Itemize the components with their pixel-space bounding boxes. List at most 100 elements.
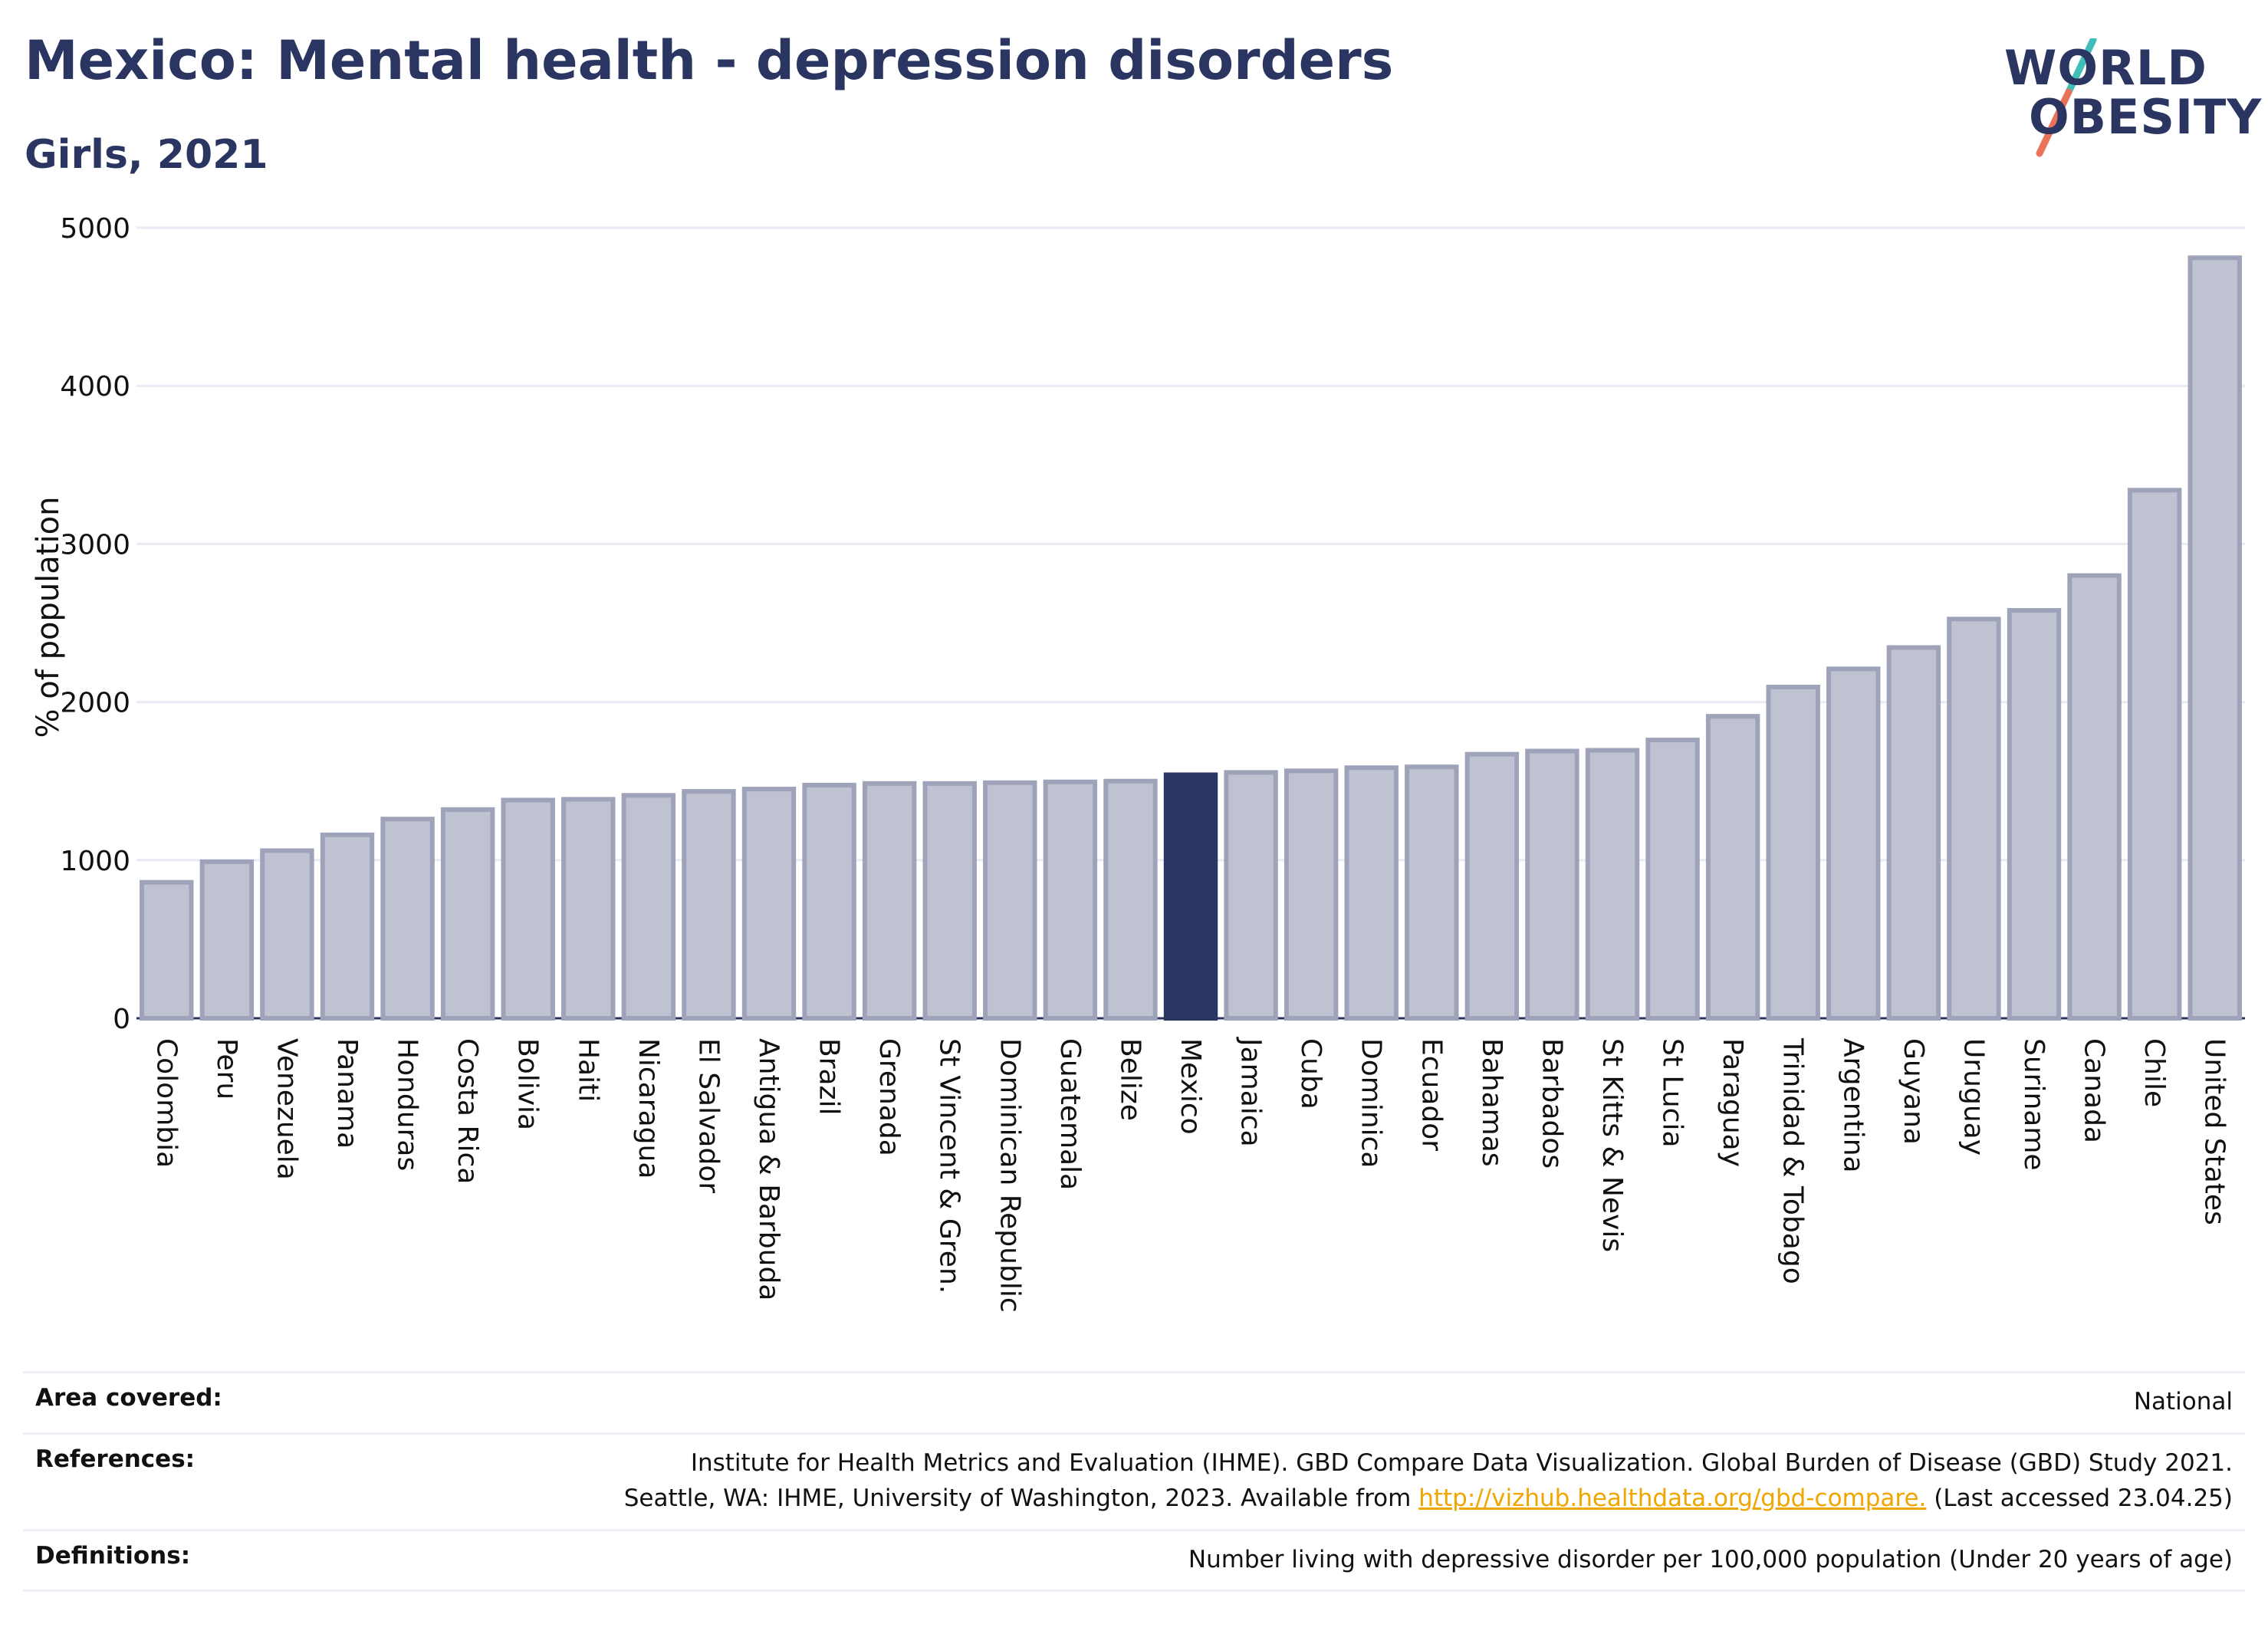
x-tick-label: Argentina — [1837, 1038, 1869, 1173]
bar-chart: 0 1000 2000 3000 4000 5000 Colombia Peru Venezu… — [31, 213, 2245, 1313]
bar-belize[interactable] — [1103, 778, 1158, 1021]
x-tick-label: Chile — [2138, 1038, 2170, 1107]
bar-argentina[interactable] — [1826, 666, 1881, 1021]
x-tick-label: St Vincent & Gren. — [934, 1038, 965, 1294]
references-line2-pre: Seattle, WA: IHME, University of Washing… — [623, 1484, 1419, 1512]
bar-honduras[interactable] — [380, 817, 435, 1021]
y-tick-label: 5000 — [60, 213, 130, 245]
footer-references-row: References: Institute for Health Metrics… — [23, 1432, 2245, 1529]
area-covered-value: National — [2133, 1388, 2233, 1415]
x-tick-label: Haiti — [572, 1038, 603, 1102]
y-tick-label: 3000 — [60, 529, 130, 561]
x-tick-label: Bahamas — [1476, 1038, 1507, 1167]
y-axis-title: % of population — [31, 497, 66, 738]
bar-haiti[interactable] — [561, 797, 616, 1021]
bar-panama[interactable] — [320, 832, 375, 1021]
bar-brazil[interactable] — [802, 782, 856, 1021]
bar-mexico[interactable] — [1163, 772, 1218, 1021]
x-tick-label: St Kitts & Nevis — [1596, 1038, 1628, 1252]
bar-colombia[interactable] — [140, 879, 194, 1021]
area-covered-label: Area covered: — [35, 1384, 222, 1412]
bar-antigua-barbuda[interactable] — [741, 787, 797, 1021]
bar-uruguay[interactable] — [1947, 616, 2001, 1021]
bar-st-lucia[interactable] — [1645, 738, 1700, 1021]
x-tick-label: Cuba — [1295, 1038, 1326, 1110]
x-tick-label: Suriname — [2018, 1038, 2049, 1171]
x-tick-label: Canada — [2079, 1038, 2110, 1143]
bar-barbados[interactable] — [1525, 748, 1579, 1021]
bar-dominican-republic[interactable] — [983, 780, 1037, 1021]
bar-guyana[interactable] — [1886, 645, 1941, 1021]
x-tick-label: St Lucia — [1657, 1038, 1688, 1148]
chart-subtitle: Girls, 2021 — [25, 132, 268, 178]
x-tick-label: Barbados — [1536, 1038, 1567, 1169]
world-obesity-logo: WORLD OBESITY — [1994, 38, 2261, 161]
bars — [140, 255, 2242, 1021]
x-tick-label: United States — [2199, 1038, 2230, 1225]
x-tick-label: Costa Rica — [452, 1038, 483, 1184]
bar-chile[interactable] — [2127, 488, 2182, 1021]
references-line1: Institute for Health Metrics and Evaluat… — [690, 1448, 2233, 1477]
x-tick-label: Guatemala — [1054, 1038, 1086, 1190]
x-tick-label: Jamaica — [1235, 1037, 1267, 1147]
bar-venezuela[interactable] — [260, 848, 314, 1021]
x-tick-label: Mexico — [1175, 1038, 1206, 1135]
definitions-value: Number living with depressive disorder p… — [1188, 1545, 2233, 1573]
logo-word-line2: OBESITY — [2029, 89, 2263, 145]
bar-peru[interactable] — [199, 859, 255, 1021]
x-tick-label: Grenada — [873, 1038, 905, 1156]
bar-el-salvador[interactable] — [682, 789, 736, 1021]
bar-trinidad-tobago[interactable] — [1766, 685, 1820, 1021]
chart-footer: Area covered: National References: Insti… — [23, 1371, 2245, 1592]
y-tick-label: 2000 — [60, 688, 130, 719]
references-link[interactable]: http://vizhub.healthdata.org/gbd-compare… — [1418, 1484, 1927, 1512]
x-tick-label: Guyana — [1898, 1038, 1929, 1145]
y-tick-label: 1000 — [60, 846, 130, 877]
bar-dominica[interactable] — [1344, 765, 1399, 1021]
x-tick-label: Belize — [1114, 1038, 1146, 1121]
bar-suriname[interactable] — [2007, 608, 2062, 1021]
x-category-labels: Colombia Peru Venezuela Panama Honduras Costa… — [150, 1037, 2230, 1313]
bar-st-vincent-gren-[interactable] — [922, 781, 977, 1021]
bar-united-states[interactable] — [2187, 255, 2242, 1021]
footer-definitions-row: Definitions: Number living with depressi… — [23, 1528, 2245, 1592]
x-tick-label: Honduras — [392, 1038, 423, 1171]
chart-title: Mexico: Mental health - depression disor… — [25, 29, 1394, 92]
x-tick-label: Paraguay — [1717, 1038, 1748, 1167]
x-tick-label: El Salvador — [692, 1038, 724, 1193]
logo-word-line1: WORLD — [2004, 40, 2207, 96]
logo-slash-icon — [2036, 38, 2097, 157]
bar-canada[interactable] — [2067, 573, 2122, 1021]
bar-nicaragua[interactable] — [621, 793, 676, 1021]
x-tick-label: Brazil — [814, 1038, 845, 1115]
references-label: References: — [35, 1445, 196, 1473]
x-tick-label: Uruguay — [1957, 1038, 1989, 1156]
bar-bahamas[interactable] — [1464, 751, 1520, 1021]
x-tick-label: Nicaragua — [633, 1038, 664, 1179]
footer-area-row: Area covered: National — [23, 1371, 2245, 1432]
bar-costa-rica[interactable] — [440, 807, 495, 1021]
x-tick-label: Ecuador — [1415, 1038, 1447, 1151]
bar-paraguay[interactable] — [1705, 714, 1760, 1021]
bar-cuba[interactable] — [1284, 768, 1339, 1021]
x-tick-label: Panama — [331, 1038, 363, 1149]
references-value: Institute for Health Metrics and Evaluat… — [624, 1445, 2233, 1517]
x-tick-label: Colombia — [150, 1038, 182, 1168]
definitions-label: Definitions: — [35, 1541, 191, 1570]
bar-guatemala[interactable] — [1043, 779, 1098, 1021]
x-tick-label: Dominican Republic — [994, 1038, 1025, 1313]
y-tick-label: 4000 — [60, 371, 130, 403]
bar-jamaica[interactable] — [1224, 770, 1278, 1021]
x-tick-label: Dominica — [1356, 1038, 1387, 1169]
bar-grenada[interactable] — [862, 781, 917, 1021]
x-tick-label: Bolivia — [512, 1038, 544, 1130]
bar-bolivia[interactable] — [501, 797, 555, 1021]
y-tick-labels: 0 1000 2000 3000 4000 5000 — [60, 213, 130, 1035]
x-tick-label: Peru — [211, 1038, 242, 1100]
references-line2-post: (Last accessed 23.04.25) — [1926, 1484, 2233, 1512]
y-tick-label: 0 — [113, 1004, 130, 1035]
bar-ecuador[interactable] — [1405, 764, 1459, 1021]
bar-st-kitts-nevis[interactable] — [1585, 748, 1640, 1021]
x-tick-label: Trinidad & Tobago — [1777, 1037, 1809, 1284]
x-tick-label: Antigua & Barbuda — [753, 1038, 784, 1300]
